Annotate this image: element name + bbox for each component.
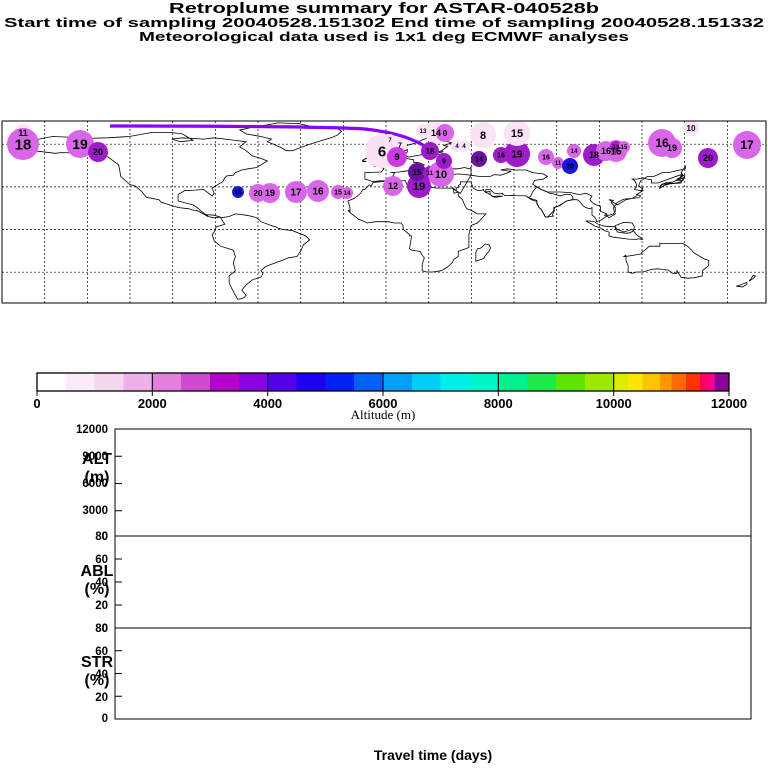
svg-text:19: 19 <box>667 143 677 153</box>
svg-text:Start time of sampling 2004052: Start time of sampling 20040528.151302 E… <box>4 15 764 30</box>
svg-text:8: 8 <box>480 130 486 142</box>
svg-text:0: 0 <box>443 129 448 138</box>
svg-text:20: 20 <box>95 600 108 612</box>
svg-text:18: 18 <box>426 147 435 156</box>
svg-text:17: 17 <box>740 138 754 152</box>
svg-text:11: 11 <box>555 161 562 167</box>
svg-text:20: 20 <box>93 147 103 157</box>
svg-text:16: 16 <box>542 154 550 161</box>
svg-text:13: 13 <box>420 129 427 135</box>
svg-text:Meteorological data used is 1x: Meteorological data used is 1x1 deg ECMW… <box>139 30 629 44</box>
svg-text:ABL: ABL <box>81 563 114 580</box>
svg-text:12: 12 <box>388 181 398 191</box>
svg-text:19: 19 <box>511 150 523 161</box>
svg-text:11: 11 <box>427 171 434 177</box>
svg-text:0: 0 <box>33 396 40 411</box>
svg-text:80: 80 <box>95 623 108 635</box>
svg-text:14: 14 <box>571 149 578 155</box>
svg-text:ALT: ALT <box>82 451 112 468</box>
svg-text:(%): (%) <box>85 672 110 689</box>
svg-text:15: 15 <box>511 128 523 140</box>
svg-text:9: 9 <box>442 158 446 165</box>
svg-text:9: 9 <box>394 152 399 162</box>
svg-text:2000: 2000 <box>138 396 167 411</box>
svg-text:19: 19 <box>413 181 425 193</box>
svg-text:7: 7 <box>398 142 402 149</box>
svg-text:Travel time (days): Travel time (days) <box>374 747 492 763</box>
svg-text:10: 10 <box>687 124 696 133</box>
svg-text:80: 80 <box>95 531 108 543</box>
svg-text:15: 15 <box>621 145 628 151</box>
svg-text:19: 19 <box>265 188 275 198</box>
svg-text:20: 20 <box>703 153 713 163</box>
svg-text:12000: 12000 <box>711 396 747 411</box>
svg-text:10: 10 <box>435 169 447 181</box>
svg-text:18: 18 <box>15 136 32 153</box>
svg-text:STR: STR <box>81 654 113 671</box>
svg-text:14: 14 <box>344 191 351 197</box>
svg-text:19: 19 <box>72 136 88 152</box>
svg-text:6: 6 <box>378 143 386 160</box>
svg-text:Altitude (m): Altitude (m) <box>351 407 416 422</box>
svg-text:4000: 4000 <box>253 396 282 411</box>
svg-text:18: 18 <box>234 189 242 196</box>
svg-text:13: 13 <box>613 145 620 151</box>
svg-text:17: 17 <box>290 188 302 199</box>
svg-text:3000: 3000 <box>82 505 108 517</box>
svg-text:20: 20 <box>254 189 263 198</box>
svg-text:12000: 12000 <box>76 424 108 436</box>
svg-text:15: 15 <box>334 189 342 196</box>
svg-text:10000: 10000 <box>596 396 632 411</box>
svg-text:16: 16 <box>497 152 505 159</box>
svg-text:20: 20 <box>566 163 574 170</box>
svg-text:14: 14 <box>475 156 483 163</box>
svg-text:0: 0 <box>102 713 108 725</box>
svg-text:16: 16 <box>312 187 324 198</box>
svg-text:15: 15 <box>413 168 422 177</box>
svg-text:(m): (m) <box>85 469 110 486</box>
svg-text:8000: 8000 <box>484 396 513 411</box>
svg-text:18: 18 <box>589 150 599 160</box>
svg-text:20: 20 <box>95 692 108 704</box>
svg-text:(%): (%) <box>85 581 110 598</box>
svg-text:14: 14 <box>431 128 441 138</box>
